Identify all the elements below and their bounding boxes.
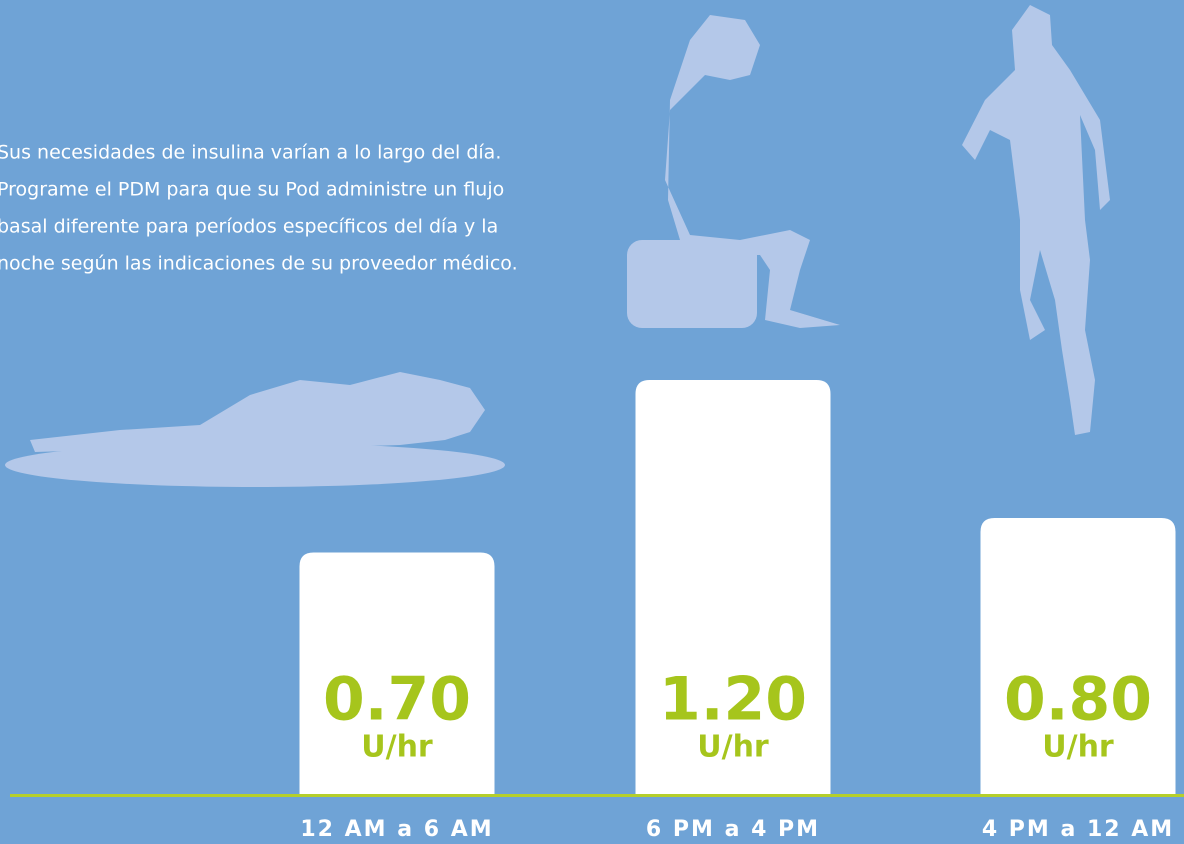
value-label: 1.20 <box>659 665 807 735</box>
description-line: Programe el PDM para que su Pod administ… <box>0 179 504 201</box>
baseline <box>10 794 1184 797</box>
chart: Sus necesidades de insulina varían a lo … <box>0 0 1184 844</box>
description-line: Sus necesidades de insulina varían a lo … <box>0 142 501 164</box>
unit-label: U/hr <box>361 730 433 765</box>
category-label: 6 PM a 4 PM <box>646 817 820 842</box>
value-label: 0.70 <box>323 665 471 735</box>
page: Sus necesidades de insulina varían a lo … <box>0 0 1184 844</box>
unit-label: U/hr <box>697 730 769 765</box>
description-line: basal diferente para períodos específico… <box>0 216 498 238</box>
category-label: 12 AM a 6 AM <box>300 817 493 842</box>
category-label: 4 PM a 12 AM <box>982 817 1174 842</box>
description-line: noche según las indicaciones de su prove… <box>0 253 518 275</box>
value-label: 0.80 <box>1004 665 1152 735</box>
unit-label: U/hr <box>1042 730 1114 765</box>
